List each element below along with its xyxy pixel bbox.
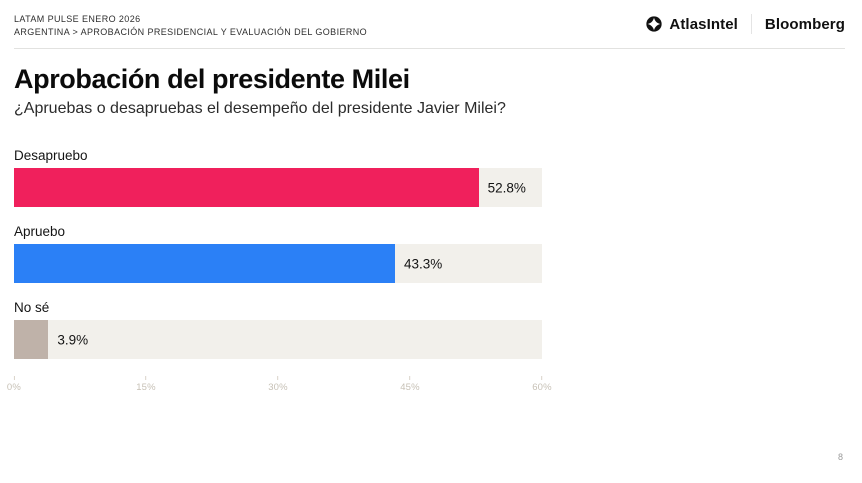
- atlasintel-logo: AtlasIntel: [645, 15, 738, 33]
- bar-category-label: No sé: [14, 300, 50, 316]
- bar-track: 43.3%: [14, 244, 542, 284]
- x-axis-tick: 0%: [7, 376, 21, 393]
- x-axis-tick-label: 45%: [400, 382, 420, 394]
- bar-track: 52.8%: [14, 168, 542, 208]
- page-number: 8: [837, 452, 843, 462]
- bar-value-label: 43.3%: [404, 256, 443, 272]
- x-axis-tick: 45%: [400, 376, 420, 393]
- bloomberg-wordmark: Bloomberg: [764, 15, 845, 33]
- brand-divider: [750, 14, 752, 34]
- atlas-star-circle-icon: [646, 16, 663, 32]
- x-axis-tick-label: 0%: [6, 382, 22, 394]
- header-divider-line: [14, 48, 845, 50]
- x-axis-tick-label: 60%: [532, 382, 552, 394]
- header: LATAM PULSE ENERO 2026 ARGENTINA > APROB…: [14, 10, 845, 39]
- report-kicker: LATAM PULSE ENERO 2026 ARGENTINA > APROB…: [14, 10, 367, 39]
- bar-track: 3.9%: [14, 320, 542, 360]
- x-axis-tick-label: 15%: [136, 382, 156, 394]
- x-axis: 0% 15% 30% 45% 60%: [7, 376, 552, 398]
- x-axis-tick-mark: [541, 376, 543, 381]
- x-axis-tick-mark: [13, 376, 15, 381]
- kicker-breadcrumb: ARGENTINA > APROBACIÓN PRESIDENCIAL Y EV…: [14, 27, 368, 38]
- x-axis-tick-label: 30%: [268, 382, 288, 394]
- x-axis-tick-mark: [145, 376, 147, 381]
- bar-fill-apruebo: [14, 244, 396, 284]
- x-axis-tick-mark: [277, 376, 279, 381]
- x-axis-tick: 15%: [136, 376, 156, 393]
- brand-logos: AtlasIntel Bloomberg: [645, 10, 845, 34]
- bar-value-label: 52.8%: [487, 180, 526, 196]
- page-title: Aprobación del presidente Milei: [14, 64, 410, 95]
- x-axis-tick: 30%: [268, 376, 288, 393]
- bar-category-label: Desapruebo: [14, 148, 88, 164]
- page-subtitle: ¿Apruebas o desapruebas el desempeño del…: [14, 100, 506, 118]
- x-axis-tick: 60%: [532, 376, 552, 393]
- bar-fill-no-se: [14, 320, 49, 360]
- x-axis-tick-mark: [409, 376, 411, 381]
- kicker-line-1: LATAM PULSE ENERO 2026: [14, 14, 141, 24]
- bar-row-no-se: No sé 3.9%: [14, 300, 542, 360]
- approval-bar-chart: Desapruebo 52.8% Apruebo 43.3% No sé 3.9…: [7, 148, 552, 398]
- bar-row-desapruebo: Desapruebo 52.8%: [14, 148, 542, 208]
- bar-fill-desapruebo: [14, 168, 479, 208]
- bar-row-apruebo: Apruebo 43.3%: [14, 224, 542, 284]
- atlasintel-wordmark: AtlasIntel: [669, 15, 738, 33]
- bar-category-label: Apruebo: [14, 224, 66, 240]
- bar-value-label: 3.9%: [57, 332, 89, 348]
